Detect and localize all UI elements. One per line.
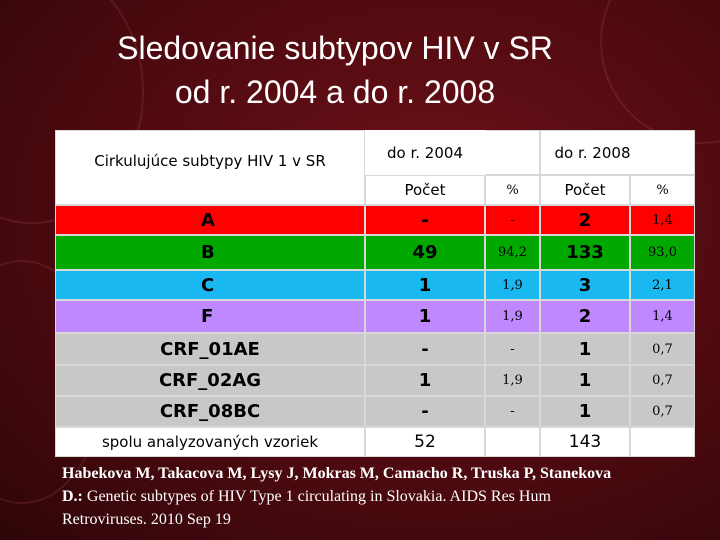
- header-cell: do r. 2008: [554, 143, 631, 162]
- count: 1: [365, 270, 485, 300]
- count: 49: [365, 235, 485, 270]
- citation: Habekova M, Takacova M, Lysy J, Mokras M…: [62, 462, 622, 531]
- percent: 93,0: [630, 235, 695, 270]
- header-cell: [540, 130, 695, 175]
- count: -: [365, 396, 485, 427]
- count: 3: [540, 270, 630, 300]
- header-cell: do r. 2004: [365, 130, 485, 175]
- total-cell: [630, 427, 695, 457]
- count: 1: [540, 396, 630, 427]
- percent: 1,9: [485, 270, 540, 300]
- percent: 94,2: [485, 235, 540, 270]
- count: 1: [365, 300, 485, 333]
- percent: 0,7: [630, 396, 695, 427]
- total-cell: [485, 427, 540, 457]
- row-label: CRF_08BC: [55, 396, 365, 427]
- citation-authors: Habekova M, Takacova M, Lysy J, Mokras M…: [62, 465, 612, 505]
- percent: 1,9: [485, 365, 540, 396]
- title: od r. 2004 a do r. 2008: [174, 74, 496, 110]
- row-label: C: [55, 270, 365, 300]
- row-label: B: [55, 235, 365, 270]
- percent: -: [485, 396, 540, 427]
- count: 1: [540, 365, 630, 396]
- percent: 1,9: [485, 300, 540, 333]
- count: 1: [365, 365, 485, 396]
- count: 2: [540, 205, 630, 235]
- decoration: [600, 0, 720, 144]
- citation-text: Genetic subtypes of HIV Type 1 circulati…: [62, 488, 551, 528]
- row-label: F: [55, 300, 365, 333]
- percent: -: [485, 205, 540, 235]
- total-label: spolu analyzovaných vzoriek: [55, 427, 365, 457]
- count: 133: [540, 235, 630, 270]
- row-label: A: [55, 205, 365, 235]
- count: -: [365, 205, 485, 235]
- count: 2: [540, 300, 630, 333]
- row-label: CRF_02AG: [55, 365, 365, 396]
- percent: 0,7: [630, 365, 695, 396]
- header-cell: %: [485, 175, 540, 205]
- total-count: 52: [365, 427, 485, 457]
- count: 1: [540, 333, 630, 365]
- percent: 1,4: [630, 205, 695, 235]
- title: Sledovanie subtypov HIV v SR: [117, 30, 553, 66]
- header-cell: Počet: [365, 175, 485, 205]
- header-cell: %: [630, 175, 695, 205]
- total-count: 143: [540, 427, 630, 457]
- count: -: [365, 333, 485, 365]
- percent: 1,4: [630, 300, 695, 333]
- header-cell: Cirkulujúce subtypy HIV 1 v SR: [55, 130, 365, 205]
- header-cell: Počet: [540, 175, 630, 205]
- percent: -: [485, 333, 540, 365]
- percent: 0,7: [630, 333, 695, 365]
- row-label: CRF_01AE: [55, 333, 365, 365]
- percent: 2,1: [630, 270, 695, 300]
